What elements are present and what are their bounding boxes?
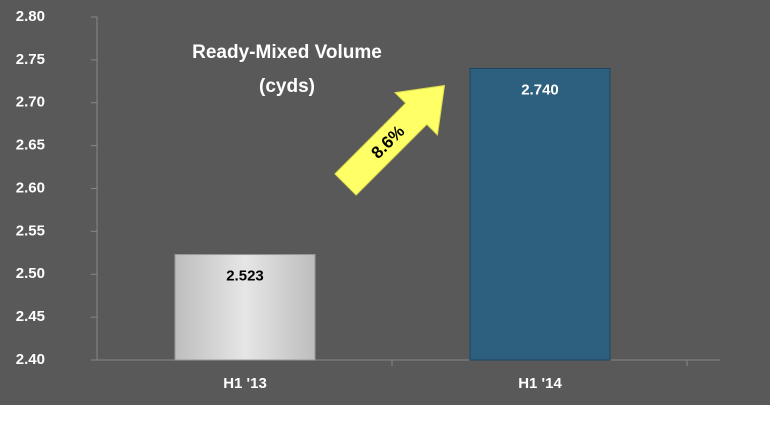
- y-tick-label: 2.55: [16, 222, 45, 239]
- y-tick-label: 2.60: [16, 179, 45, 196]
- x-tick-label: H1 '14: [518, 375, 562, 392]
- bar: [469, 67, 611, 361]
- chart-subtitle: (cyds): [259, 76, 315, 97]
- bar: [174, 254, 316, 361]
- chart-title: Ready-Mixed Volume: [192, 42, 382, 63]
- data-label: 2.523: [226, 267, 264, 284]
- x-tick-label: H1 '13: [223, 375, 267, 392]
- y-tick-label: 2.70: [16, 94, 45, 111]
- y-tick-label: 2.80: [16, 8, 45, 25]
- y-tick-label: 2.40: [16, 351, 45, 368]
- y-tick-label: 2.45: [16, 308, 45, 325]
- data-label: 2.740: [521, 81, 559, 98]
- y-tick-label: 2.75: [16, 51, 45, 68]
- arrow-shape: [334, 84, 446, 196]
- y-tick-label: 2.50: [16, 265, 45, 282]
- y-tick-label: 2.65: [16, 137, 45, 154]
- background: [0, 0, 770, 405]
